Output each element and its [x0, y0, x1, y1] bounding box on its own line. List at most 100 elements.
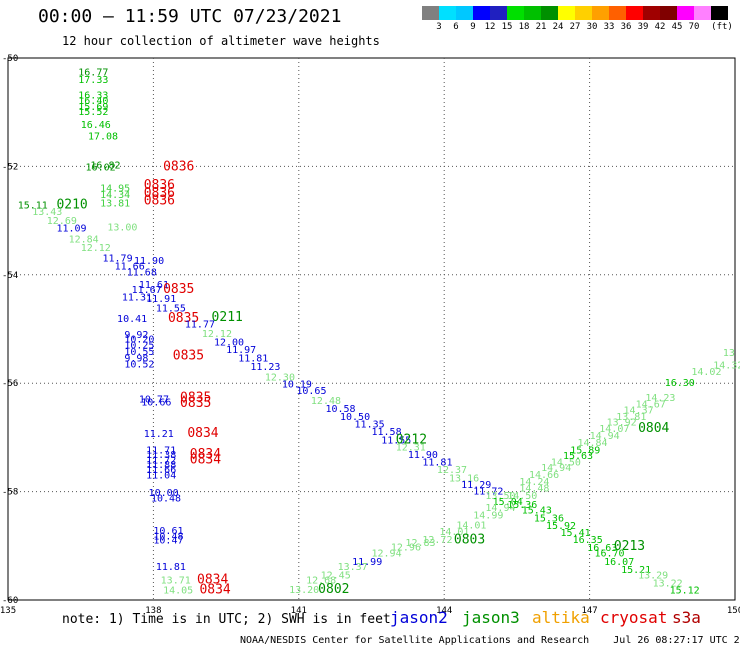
- color-scale-label: 33: [603, 22, 615, 32]
- legend-altika: altika: [532, 608, 590, 627]
- wave-height-label: 12.48: [311, 396, 341, 407]
- wave-height-label: 14.50: [507, 491, 537, 502]
- pass-time-label: 0834: [190, 452, 221, 467]
- pass-time-label: 0212: [396, 432, 427, 447]
- color-scale-label: 27: [569, 22, 581, 32]
- wave-height-label: 14.94: [485, 503, 515, 514]
- lat-tick-label: -50: [2, 54, 18, 64]
- pass-time-label: 0835: [180, 391, 211, 406]
- wave-height-label: 14.48: [519, 484, 549, 495]
- pass-time-label: 0834: [199, 582, 230, 597]
- wave-height-label: 11.77: [185, 319, 215, 330]
- wave-height-label: 11.81: [422, 458, 452, 469]
- pass-time-label: 0804: [638, 421, 669, 436]
- wave-height-label: 11.09: [56, 223, 86, 234]
- wave-height-label: 14.01: [439, 527, 469, 538]
- wave-height-label: 11.21: [144, 429, 174, 440]
- wave-height-label: 15.12: [670, 585, 700, 596]
- wave-height-label: 11.97: [226, 345, 256, 356]
- pass-time-label: 0835: [180, 396, 211, 411]
- color-swatch: [422, 6, 439, 20]
- wave-height-label: 13.29: [638, 570, 668, 581]
- wave-height-label: 14.01: [456, 520, 486, 531]
- wave-height-label: 14.94: [590, 431, 620, 442]
- wave-height-label: 13.22: [653, 578, 683, 589]
- wave-height-label: 15.89: [570, 446, 600, 457]
- legend-jason2: jason2: [390, 608, 448, 627]
- wave-height-label: 14.37: [624, 406, 654, 417]
- wave-height-label: 15.92: [546, 521, 576, 532]
- wave-height-label: 10.66: [141, 397, 171, 408]
- lat-tick-label: -54: [2, 271, 18, 281]
- wave-height-label: 11.68: [127, 267, 157, 278]
- wave-height-label: 10.25: [124, 341, 154, 352]
- lon-tick-label: 135: [0, 606, 16, 616]
- wave-height-label: 15.36: [534, 513, 564, 524]
- lon-tick-label: 138: [145, 606, 161, 616]
- wave-height-label: 11.61: [139, 280, 169, 291]
- wave-height-label: 15.04: [493, 497, 523, 508]
- color-swatch: [660, 6, 677, 20]
- wave-height-label: 16.40: [78, 96, 108, 107]
- wave-height-label: 10.77: [139, 395, 169, 406]
- wave-height-label: 10.00: [149, 488, 179, 499]
- wave-height-label: 14.67: [636, 400, 666, 411]
- wave-height-label: 14.99: [473, 511, 503, 522]
- wave-height-label: 15.21: [621, 565, 651, 576]
- wave-height-label: 10.41: [117, 314, 147, 325]
- wave-height-label: 13.81: [616, 412, 646, 423]
- wave-height-label: 11.23: [250, 362, 280, 373]
- color-scale-label: 45: [671, 22, 683, 32]
- wave-height-label: 13.50: [485, 491, 515, 502]
- pass-time-label: 0213: [614, 539, 645, 554]
- wave-height-label: 11.91: [146, 294, 176, 305]
- wave-height-label: 12.45: [321, 570, 351, 581]
- pass-time-label: 0836: [144, 178, 175, 193]
- wave-height-label: 11.72: [146, 455, 176, 466]
- wave-height-label: 16.63: [587, 543, 617, 554]
- wave-height-label: 11.71: [146, 446, 176, 457]
- wave-height-label: 14.32: [713, 361, 740, 372]
- wave-height-label: 12.37: [437, 465, 467, 476]
- lat-tick-label: -56: [2, 379, 18, 389]
- color-scale-label: 6: [453, 22, 459, 32]
- legend-s3a: s3a: [672, 608, 701, 627]
- wave-height-label: 16.07: [604, 557, 634, 568]
- wave-height-label: 13: [723, 348, 735, 359]
- wave-height-label: 15.36: [507, 500, 537, 511]
- color-scale-bar: [422, 6, 728, 20]
- color-scale-label: 42: [654, 22, 666, 32]
- wave-height-label: 14.07: [599, 424, 629, 435]
- pass-time-label: 0835: [163, 282, 194, 297]
- pass-time-label: 0211: [212, 310, 243, 325]
- lon-tick-label: 144: [436, 606, 452, 616]
- wave-height-label: 10.20: [124, 335, 154, 346]
- wave-height-label: 11.67: [132, 285, 162, 296]
- color-swatch: [524, 6, 541, 20]
- lon-tick-label: 141: [291, 606, 307, 616]
- wave-height-label: 11.79: [103, 253, 133, 264]
- wave-height-label: 11.88: [146, 460, 176, 471]
- pass-time-label: 0836: [144, 193, 175, 208]
- lon-tick-label: 147: [581, 606, 597, 616]
- wave-height-label: 12.12: [81, 243, 111, 254]
- wave-height-label: 9.98: [124, 354, 148, 365]
- wave-height-label: 12.84: [69, 234, 99, 245]
- wave-height-label: 12.94: [372, 549, 402, 560]
- wave-height-label: 10.52: [124, 359, 154, 370]
- color-scale-label: 9: [470, 22, 476, 32]
- map-frame: [7, 57, 736, 601]
- wave-height-label: 14.50: [551, 458, 581, 469]
- pass-time-label: 0836: [144, 186, 175, 201]
- color-swatch: [558, 6, 575, 20]
- wave-height-label: 13.81: [100, 199, 130, 210]
- color-swatch: [711, 6, 728, 20]
- color-scale-label: 12: [484, 22, 496, 32]
- map-title: 00:00 – 11:59 UTC 07/23/2021: [38, 6, 342, 27]
- wave-height-label: 11.66: [115, 261, 145, 272]
- wave-height-label: 12.30: [265, 372, 295, 383]
- wave-height-label: 17.08: [88, 131, 118, 142]
- wave-height-label: 11.04: [146, 471, 176, 482]
- wave-height-label: 11.29: [461, 480, 491, 491]
